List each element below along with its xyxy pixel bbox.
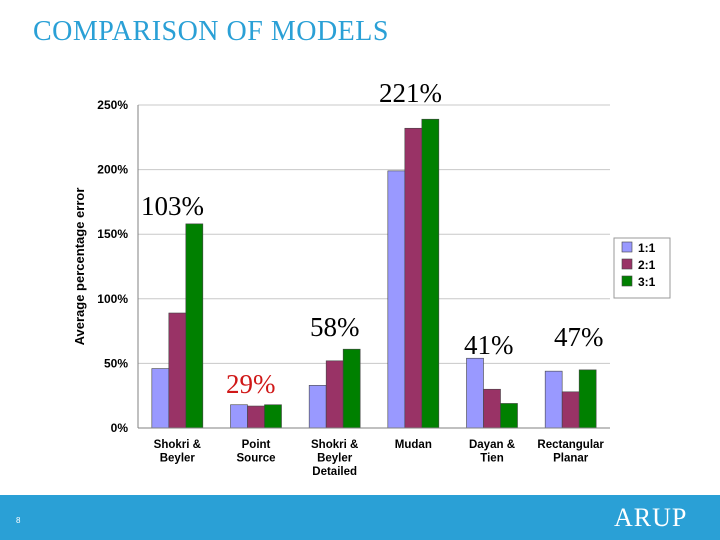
legend-swatch: [621, 258, 633, 270]
annotation-shokri-beyler-detailed: 58%: [310, 312, 360, 342]
y-axis-title: Average percentage error: [72, 188, 87, 346]
bar: [308, 385, 327, 429]
x-tick-label: Shokri & Beyler Detailed: [311, 439, 358, 478]
bar: [230, 404, 248, 429]
bar: [168, 312, 187, 429]
legend-swatch: [621, 241, 633, 253]
annotation-shokri-beyler: 103%: [141, 191, 204, 221]
bar: [466, 357, 484, 429]
bar-chart: 0% 50% 100% 150% 200% 250% Average percentage …: [72, 98, 671, 478]
legend: 1:1 2:1 3:1: [613, 237, 671, 299]
footer-bar: [0, 495, 720, 540]
x-tick-label: Mudan: [395, 439, 432, 451]
y-tick-label: 100%: [97, 292, 128, 306]
bar: [544, 370, 563, 429]
y-tick-label: 150%: [97, 227, 128, 241]
legend-label: 2:1: [638, 258, 656, 272]
x-tick-label: Rectangular Planar: [537, 439, 604, 465]
x-tick-label: Point Source: [237, 439, 276, 465]
y-tick-label: 200%: [97, 163, 128, 177]
bar: [264, 404, 282, 429]
bar: [500, 403, 518, 429]
annotation-rectangular-planar: 47%: [554, 322, 604, 352]
legend-label: 3:1: [638, 275, 656, 289]
gridlines: [138, 104, 610, 364]
y-tick-label: 250%: [97, 98, 128, 112]
legend-label: 1:1: [638, 241, 656, 255]
bar: [404, 127, 423, 429]
axes: 0% 50% 100% 150% 200% 250% Average percentage …: [72, 98, 610, 478]
bar: [578, 369, 597, 429]
annotation-dayan-tien: 41%: [464, 330, 514, 360]
bar: [185, 223, 204, 429]
slide-number: 8: [16, 516, 21, 525]
bar: [561, 391, 580, 429]
brand-logo: ARUP: [614, 503, 688, 532]
slide-title: COMPARISON OF MODELS: [33, 16, 389, 47]
annotation-point-source: 29%: [226, 369, 276, 399]
y-tick-label: 50%: [104, 356, 128, 370]
bar: [421, 118, 440, 429]
legend-swatch: [621, 275, 633, 287]
bar: [151, 368, 170, 429]
annotation-mudan: 221%: [379, 78, 442, 108]
bars: [151, 118, 597, 429]
bar: [342, 348, 361, 429]
bar: [325, 360, 344, 429]
y-tick-label: 0%: [111, 421, 129, 435]
bar: [247, 405, 265, 429]
x-tick-label: Shokri & Beyler: [154, 439, 201, 465]
bar: [387, 170, 406, 429]
bar: [483, 388, 501, 429]
x-tick-label: Dayan & Tien: [469, 439, 515, 465]
